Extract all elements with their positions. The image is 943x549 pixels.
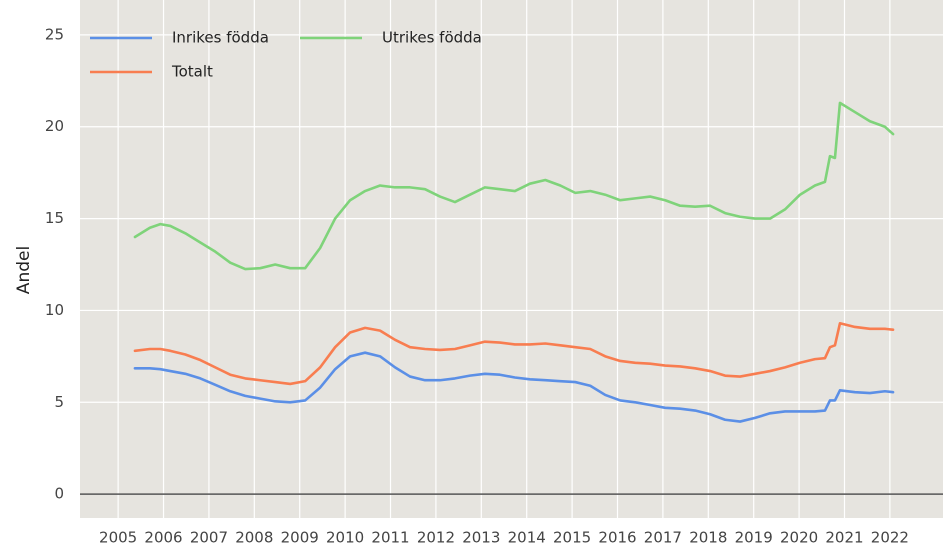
x-tick-label: 2020 <box>780 529 818 547</box>
x-tick-label: 2010 <box>326 529 364 547</box>
y-tick-label: 20 <box>45 117 64 135</box>
series-line <box>133 321 895 386</box>
legend-label: Totalt <box>171 63 213 81</box>
y-tick-label: 10 <box>45 301 64 319</box>
y-tick-label: 5 <box>54 393 64 411</box>
x-tick-label: 2015 <box>553 529 591 547</box>
y-tick-label: 15 <box>45 209 64 227</box>
x-tick-label: 2019 <box>735 529 773 547</box>
y-tick-label: 0 <box>54 485 64 503</box>
x-tick-label: 2005 <box>99 529 137 547</box>
x-tick-label: 2021 <box>825 529 863 547</box>
series-line <box>133 101 895 271</box>
x-tick-label: 2009 <box>281 529 319 547</box>
x-tick-label: 2006 <box>144 529 182 547</box>
x-tick-label: 2011 <box>371 529 409 547</box>
y-tick-label: 25 <box>45 25 64 43</box>
legend-label: Inrikes födda <box>172 29 269 47</box>
x-tick-label: 2012 <box>417 529 455 547</box>
legend-label: Utrikes födda <box>382 29 482 47</box>
x-tick-label: 2022 <box>871 529 909 547</box>
x-tick-label: 2008 <box>235 529 273 547</box>
x-tick-label: 2018 <box>689 529 727 547</box>
y-axis-label: Andel <box>14 246 34 294</box>
x-tick-label: 2017 <box>644 529 682 547</box>
series-line <box>133 351 895 423</box>
x-tick-label: 2016 <box>598 529 636 547</box>
x-tick-label: 2013 <box>462 529 500 547</box>
x-tick-label: 2014 <box>508 529 546 547</box>
x-tick-label: 2007 <box>190 529 228 547</box>
